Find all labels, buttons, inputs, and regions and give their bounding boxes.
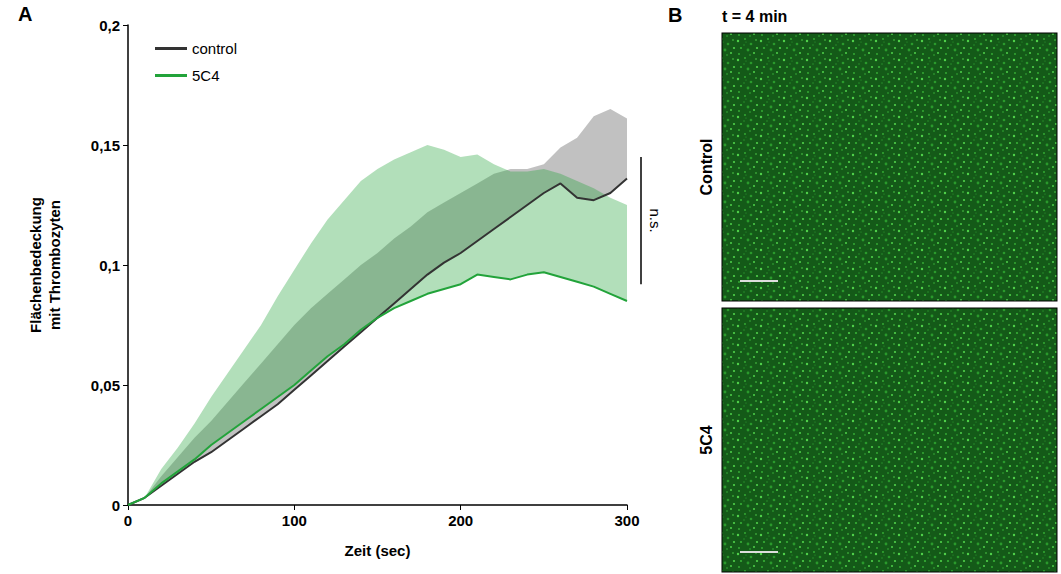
svg-text:0: 0 — [124, 512, 132, 529]
svg-text:mit Thrombozyten: mit Thrombozyten — [46, 200, 63, 330]
svg-text:t = 4 min: t = 4 min — [722, 8, 787, 25]
svg-text:100: 100 — [282, 512, 307, 529]
svg-text:n.s.: n.s. — [647, 209, 664, 233]
svg-text:5C4: 5C4 — [192, 67, 220, 84]
svg-text:5C4: 5C4 — [698, 425, 715, 454]
svg-text:200: 200 — [448, 512, 473, 529]
svg-text:0,05: 0,05 — [91, 377, 120, 394]
svg-text:300: 300 — [614, 512, 639, 529]
svg-text:0: 0 — [112, 497, 120, 514]
svg-text:control: control — [192, 40, 237, 57]
svg-text:Flächenbedeckung: Flächenbedeckung — [27, 197, 44, 333]
svg-text:B: B — [668, 4, 682, 26]
svg-text:0,15: 0,15 — [91, 137, 120, 154]
svg-text:Zeit (sec): Zeit (sec) — [345, 542, 411, 559]
svg-text:Control: Control — [698, 139, 715, 196]
svg-text:A: A — [18, 3, 32, 25]
svg-text:0,1: 0,1 — [99, 257, 120, 274]
svg-text:0,2: 0,2 — [99, 17, 120, 34]
